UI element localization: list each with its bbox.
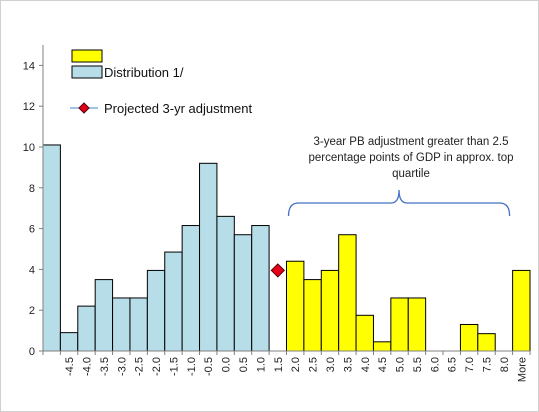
x-tick-label: More xyxy=(516,357,528,382)
x-tick-label: 4.0 xyxy=(360,357,372,372)
x-tick-label: 7.5 xyxy=(482,357,494,372)
x-tick-label: 3.5 xyxy=(342,357,354,372)
bar-distribution xyxy=(252,226,269,351)
x-tick-label: 2.0 xyxy=(290,357,302,372)
bar-distribution xyxy=(217,216,234,351)
x-tick-label: 5.5 xyxy=(412,357,424,372)
x-tick-label: 4.5 xyxy=(377,357,389,372)
bar-top-quartile xyxy=(339,235,356,351)
legend-swatch-yellow xyxy=(72,50,102,62)
annotation-text: 3-year PB adjustment greater than 2.5 xyxy=(314,136,509,148)
x-tick-label: 0.0 xyxy=(221,357,233,372)
bar-top-quartile xyxy=(356,315,373,351)
bar-top-quartile xyxy=(478,334,495,351)
x-tick-label: -1.0 xyxy=(186,357,198,376)
x-tick-label: -2.5 xyxy=(134,357,146,376)
annotation-text: percentage points of GDP in approx. top xyxy=(308,152,513,164)
x-tick-label: 8.0 xyxy=(499,357,511,372)
x-tick-label: -4.0 xyxy=(81,357,93,376)
y-tick-label: 0 xyxy=(29,346,35,358)
bar-top-quartile xyxy=(304,280,321,351)
legend-label-distribution: Distribution 1/ xyxy=(104,65,184,80)
y-tick-label: 12 xyxy=(23,101,35,113)
y-tick-label: 2 xyxy=(29,305,35,317)
y-tick-label: 6 xyxy=(29,224,35,236)
legend-label-projected: Projected 3-yr adjustment xyxy=(104,101,253,116)
bar-top-quartile xyxy=(408,298,425,351)
bar-distribution xyxy=(200,163,217,351)
bar-distribution xyxy=(130,298,147,351)
bar-distribution xyxy=(60,333,77,351)
x-tick-label: 3.0 xyxy=(325,357,337,372)
bar-distribution xyxy=(234,235,251,351)
x-tick-label: 1.5 xyxy=(273,357,285,372)
legend-swatch-distribution xyxy=(72,66,102,78)
bar-distribution xyxy=(182,226,199,351)
x-tick-label: -4.5 xyxy=(64,357,76,376)
x-tick-label: -1.5 xyxy=(168,357,180,376)
x-tick-label: 5.0 xyxy=(395,357,407,372)
y-tick-label: 4 xyxy=(29,264,35,276)
annotation-text: quartile xyxy=(392,168,430,180)
bar-distribution xyxy=(43,145,60,351)
x-tick-label: 6.0 xyxy=(429,357,441,372)
x-tick-label: -3.0 xyxy=(116,357,128,376)
bar-distribution xyxy=(147,270,164,351)
bar-top-quartile xyxy=(513,270,530,351)
y-tick-label: 8 xyxy=(29,183,35,195)
x-tick-label: -3.5 xyxy=(99,357,111,376)
x-tick-label: 7.0 xyxy=(464,357,476,372)
x-tick-label: 2.5 xyxy=(308,357,320,372)
x-tick-label: -0.5 xyxy=(203,357,215,376)
bar-distribution xyxy=(78,306,95,351)
x-tick-label: 1.0 xyxy=(255,357,267,372)
bar-distribution xyxy=(165,252,182,351)
x-tick-label: 0.5 xyxy=(238,357,250,372)
bar-top-quartile xyxy=(321,270,338,351)
bar-distribution xyxy=(95,280,112,351)
y-tick-label: 14 xyxy=(23,60,35,72)
bar-top-quartile xyxy=(287,261,304,351)
bar-top-quartile xyxy=(373,342,390,351)
bar-top-quartile xyxy=(460,324,477,351)
x-tick-label: -2.0 xyxy=(151,357,163,376)
bar-top-quartile xyxy=(391,298,408,351)
y-tick-label: 10 xyxy=(23,142,35,154)
bar-distribution xyxy=(113,298,130,351)
x-tick-label: 6.5 xyxy=(447,357,459,372)
